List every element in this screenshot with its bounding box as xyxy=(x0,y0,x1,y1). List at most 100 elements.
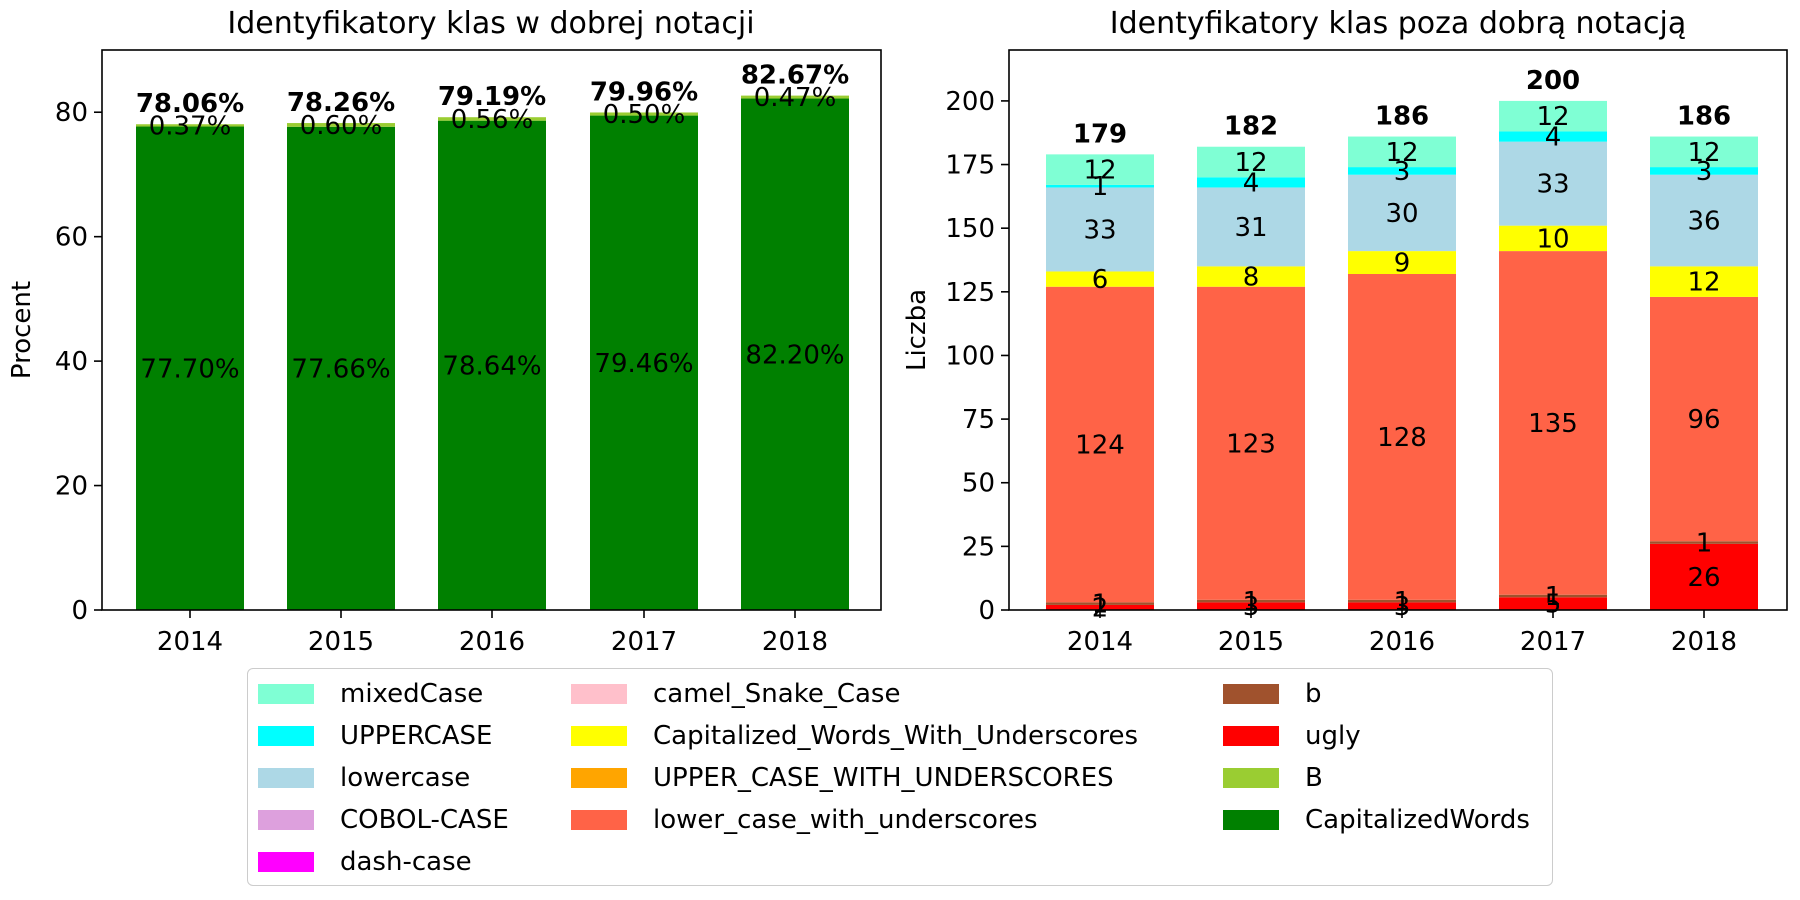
segment-value-label: 1 xyxy=(1092,172,1109,202)
segment-value-label: 10 xyxy=(1536,224,1569,254)
segment-value-label: 12 xyxy=(1687,138,1720,168)
legend-swatch xyxy=(571,810,627,830)
legend-item-uppercase: UPPERCASE xyxy=(258,715,492,757)
y-tick-label: 150 xyxy=(945,214,995,244)
legend-label: lowercase xyxy=(340,763,471,793)
legend-swatch xyxy=(571,768,627,788)
y-tick-label: 75 xyxy=(962,405,995,435)
segment-value-label: 2 xyxy=(1092,593,1109,623)
segment-value-label: 123 xyxy=(1226,429,1276,459)
legend-label: ugly xyxy=(1305,721,1361,751)
legend-item-ugly: ugly xyxy=(1223,715,1361,757)
segment-value-label: 1 xyxy=(1545,582,1562,612)
bar-segment-lower-case-with-underscores xyxy=(1499,251,1607,595)
segment-value-label: 5 xyxy=(1545,590,1562,620)
legend-label: camel_Snake_Case xyxy=(653,679,901,709)
legend-label: COBOL-CASE xyxy=(340,805,509,835)
segment-value-label: 79.46% xyxy=(594,349,693,379)
segment-value-label: 26 xyxy=(1687,563,1720,593)
bar-segment-uppercase xyxy=(1197,177,1305,188)
legend-label: Capitalized_Words_With_Underscores xyxy=(653,721,1139,751)
bar-total-label: 182 xyxy=(1224,112,1278,142)
bar-segment-ugly xyxy=(1348,602,1456,610)
bar-segment-capitalizedwords xyxy=(438,120,546,610)
legend-item-mixedcase: mixedCase xyxy=(258,673,483,715)
bar-segment-capitalized-words-with-underscores xyxy=(1499,225,1607,252)
y-tick-label: 0 xyxy=(71,596,88,626)
legend-swatch xyxy=(571,684,627,704)
x-tick-label: 2014 xyxy=(157,627,223,657)
bar-segment-b xyxy=(1046,602,1154,605)
bar-segment-ugly xyxy=(1650,543,1758,610)
left-chart-panel: Identyfikatory klas w dobrej notacji Proc… xyxy=(7,6,882,657)
bar-total-label: 79.96% xyxy=(590,77,698,107)
y-axis-label: Procent xyxy=(7,281,37,379)
bar-segment-lower-case-with-underscores xyxy=(1046,286,1154,603)
bar-segment-b xyxy=(590,112,698,116)
legend-swatch xyxy=(258,810,314,830)
x-tick-label: 2017 xyxy=(611,627,677,657)
segment-value-label: 12 xyxy=(1536,102,1569,132)
legend-label: UPPERCASE xyxy=(340,721,493,751)
legend-item-cobol-case: COBOL-CASE xyxy=(258,799,509,841)
bar-total-label: 186 xyxy=(1375,102,1429,132)
bar-segment-lower-case-with-underscores xyxy=(1197,286,1305,600)
x-tick-label: 2018 xyxy=(762,627,828,657)
y-tick-label: 50 xyxy=(962,469,995,499)
segment-value-label: 3 xyxy=(1394,592,1411,622)
y-tick-label: 100 xyxy=(945,341,995,371)
legend-item-camel-snake-case: camel_Snake_Case xyxy=(571,673,900,715)
legend-swatch xyxy=(258,852,314,872)
segment-value-label: 1 xyxy=(1696,529,1713,559)
segment-value-label: 96 xyxy=(1687,405,1720,435)
segment-value-label: 3 xyxy=(1696,157,1713,187)
bar-segment-uppercase xyxy=(1046,184,1154,188)
legend-label: b xyxy=(1305,679,1322,709)
bar-segment-lowercase xyxy=(1499,141,1607,226)
x-tick-label: 2016 xyxy=(1369,627,1435,657)
segment-value-label: 9 xyxy=(1394,249,1411,279)
y-tick-label: 40 xyxy=(55,347,88,377)
bar-segment-uppercase xyxy=(1348,167,1456,175)
segment-value-label: 0.56% xyxy=(451,105,534,135)
bar-segment-lower-case-with-underscores xyxy=(1348,274,1456,600)
right-chart-panel: Identyfikatory klas poza dobrą notacją Li… xyxy=(902,6,1788,657)
legend-swatch xyxy=(1223,810,1279,830)
segment-value-label: 3 xyxy=(1243,592,1260,622)
legend-item-lowercase: lowercase xyxy=(258,757,470,799)
legend-label: mixedCase xyxy=(340,679,484,709)
segment-value-label: 0.47% xyxy=(754,83,837,113)
bar-segment-capitalizedwords xyxy=(741,98,849,611)
y-tick-label: 20 xyxy=(55,472,88,502)
bar-segment-b xyxy=(1650,541,1758,544)
y-tick-label: 25 xyxy=(962,532,995,562)
legend-swatch xyxy=(258,684,314,704)
legend-swatch xyxy=(1223,684,1279,704)
segment-value-label: 0.50% xyxy=(603,100,686,130)
plot-frame xyxy=(1008,49,1788,611)
y-tick-label: 175 xyxy=(945,151,995,181)
legend-swatch xyxy=(258,768,314,788)
segment-value-label: 30 xyxy=(1385,199,1418,229)
bar-segment-b xyxy=(1499,594,1607,598)
bar-segment-lowercase xyxy=(1197,187,1305,267)
bar-total-label: 200 xyxy=(1526,66,1580,96)
segment-value-label: 1 xyxy=(1092,590,1109,620)
bar-segment-capitalizedwords xyxy=(590,115,698,611)
segment-value-label: 3 xyxy=(1394,157,1411,187)
bar-total-label: 79.19% xyxy=(438,82,546,112)
bar-segment-mixedcase xyxy=(1499,100,1607,132)
legend-label: lower_case_with_underscores xyxy=(653,805,1038,835)
legend-item-capitalizedwords: CapitalizedWords xyxy=(1223,799,1530,841)
legend-item-b-lower: b xyxy=(1223,673,1322,715)
bar-segment-lowercase xyxy=(1046,187,1154,272)
legend-swatch xyxy=(571,726,627,746)
bar-segment-uppercase xyxy=(1650,167,1758,175)
bar-segment-mixedcase xyxy=(1348,136,1456,168)
segment-value-label: 6 xyxy=(1092,265,1109,295)
bar-total-label: 186 xyxy=(1677,102,1731,132)
y-tick-label: 60 xyxy=(55,223,88,253)
segment-value-label: 31 xyxy=(1234,213,1267,243)
bar-segment-b xyxy=(1348,599,1456,603)
bar-segment-capitalizedwords xyxy=(136,126,244,611)
